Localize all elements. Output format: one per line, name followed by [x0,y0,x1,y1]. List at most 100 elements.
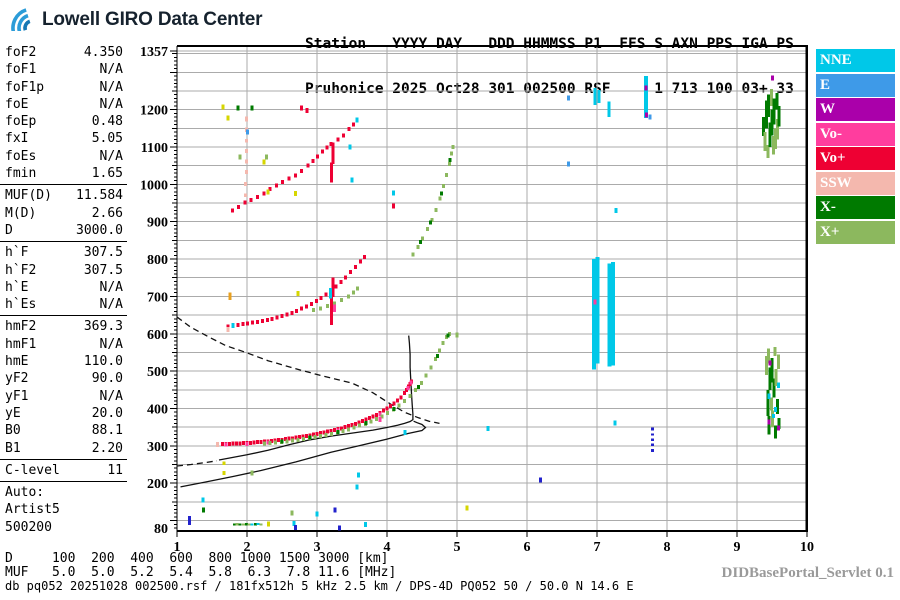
param-row: fxI 5.05 [0,130,123,147]
param-label: Artist5 [5,502,60,518]
param-label: hmF1 [5,336,37,352]
param-label: Auto: [5,485,45,501]
echo-direction-legend: NNE E W Vo- Vo+ SSW X- X+ [816,49,895,245]
param-row: hmE 110.0 [0,353,123,370]
legend-item-vo: Vo+ [816,147,895,170]
param-value: 11 [107,462,123,478]
param-label: yF1 [5,388,29,404]
svg-text:6: 6 [524,540,531,555]
station-values-row: Pruhonice 2025 Oct28 301 002500 RSF 1 71… [305,81,794,97]
param-separator [0,315,127,317]
param-row: yF2 90.0 [0,370,123,387]
station-info: Station YYYY DAY DDD HHMMSS P1 FFS S AXN… [305,7,794,127]
legend-item-ssw: SSW [816,171,895,195]
param-value: N/A [99,79,123,95]
param-label: h`F [5,245,29,261]
svg-text:700: 700 [147,290,168,305]
param-value: N/A [99,336,123,352]
svg-text:5: 5 [454,540,461,555]
param-row: foE N/A [0,96,123,113]
parameter-panel: foF2 4.350 foF1 N/A foF1p N/A foE N/A foEp 0.48 fx… [0,44,130,536]
logo-title: Lowell GIRO Data Center [42,9,263,30]
param-row: h`F 307.5 [0,244,123,261]
param-row: yE 20.0 [0,405,123,422]
param-row: yF1 N/A [0,388,123,405]
svg-text:4: 4 [384,540,391,555]
svg-text:1357: 1357 [140,45,168,60]
param-value: 307.5 [83,262,123,278]
param-label: 500200 [5,519,52,535]
svg-text:200: 200 [147,477,168,492]
param-value: N/A [99,148,123,164]
param-value: 1.65 [91,166,123,182]
param-value: 2.66 [91,205,123,221]
param-label: fxI [5,131,29,147]
legend-item-x: X+ [816,220,895,244]
legend-item-nne: NNE [816,49,895,72]
param-row: B0 88.1 [0,422,123,439]
param-label: h`F2 [5,262,37,278]
param-label: foF1p [5,79,45,95]
svg-text:7: 7 [594,540,601,555]
servlet-version-label: DIDBasePortal_Servlet 0.1 [721,565,894,581]
param-value: 90.0 [91,371,123,387]
legend-item-x: X- [816,196,895,219]
param-label: C-level [5,462,60,478]
legend-item-vo: Vo- [816,122,895,146]
svg-text:9: 9 [734,540,741,555]
param-label: D [5,222,13,238]
giro-logo: Lowell GIRO Data Center [8,5,262,35]
svg-text:1: 1 [174,540,181,555]
param-row: Artist5 [0,501,123,518]
param-label: B1 [5,440,21,456]
param-value: 369.3 [83,319,123,335]
svg-text:80: 80 [154,522,168,537]
param-label: M(D) [5,205,37,221]
param-label: h`E [5,279,29,295]
param-row: 500200 [0,519,123,536]
station-header-row: Station YYYY DAY DDD HHMMSS P1 FFS S AXN… [305,36,794,52]
param-row: hmF2 369.3 [0,318,123,335]
svg-text:1000: 1000 [140,178,168,193]
param-label: h`Es [5,297,37,313]
param-label: foEs [5,148,37,164]
svg-text:400: 400 [147,403,168,418]
param-value: N/A [99,279,123,295]
legend-item-e: E [816,73,895,97]
legend-item-w: W [816,98,895,121]
svg-text:600: 600 [147,328,168,343]
svg-text:1200: 1200 [140,104,168,119]
param-label: yF2 [5,371,29,387]
param-row: h`E N/A [0,279,123,296]
svg-text:300: 300 [147,440,168,455]
param-label: foE [5,96,29,112]
param-row: h`F2 307.5 [0,262,123,279]
param-row: h`Es N/A [0,296,123,313]
param-label: yE [5,405,21,421]
param-separator [0,241,127,243]
param-value: 5.05 [91,131,123,147]
param-row: B1 2.20 [0,440,123,457]
param-row: foF2 4.350 [0,44,123,61]
param-label: hmE [5,354,29,370]
param-separator [0,184,127,186]
param-separator [0,481,127,483]
svg-text:10: 10 [800,540,814,555]
param-row: foEp 0.48 [0,113,123,130]
param-label: foF2 [5,45,37,60]
param-value: 0.48 [91,114,123,130]
param-row: foF1 N/A [0,61,123,78]
param-row: foEs N/A [0,148,123,165]
param-row: fmin 1.65 [0,165,123,182]
param-row: hmF1 N/A [0,336,123,353]
svg-text:800: 800 [147,253,168,268]
svg-text:2: 2 [244,540,251,555]
param-label: MUF(D) [5,188,52,204]
param-value: N/A [99,96,123,112]
param-row: foF1p N/A [0,79,123,96]
record-status-line: db pq052 20251028 002500.rsf / 181fx512h… [5,579,634,593]
muf-distance-table: D 100 200 400 600 800 1000 1500 3000 [km… [5,551,397,580]
param-row: MUF(D) 11.584 [0,187,123,204]
param-value: 20.0 [91,405,123,421]
